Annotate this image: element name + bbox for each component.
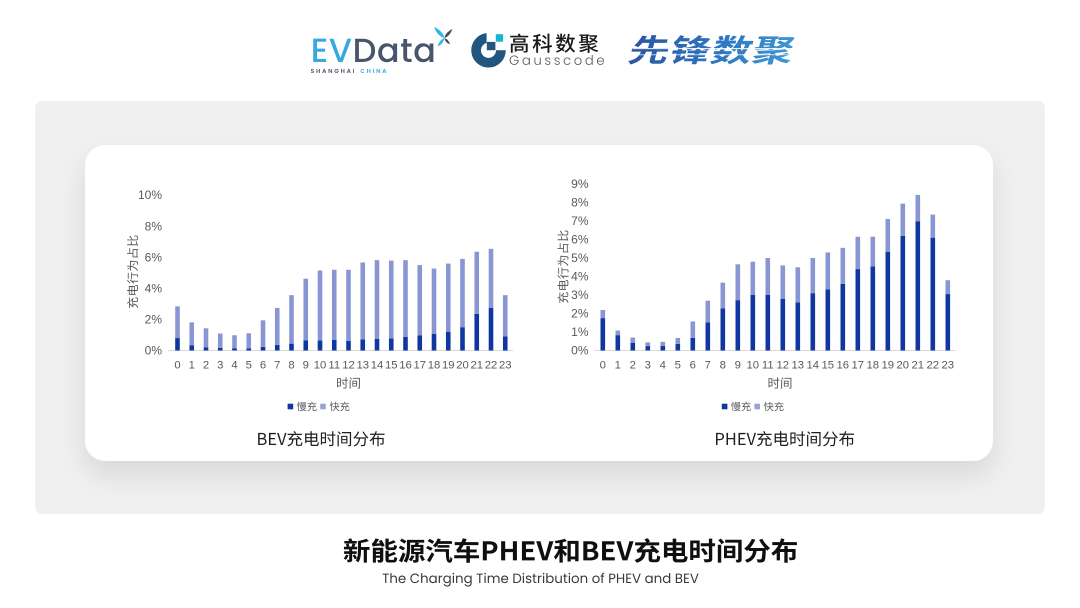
svg-text:19: 19 <box>882 360 895 372</box>
svg-text:6: 6 <box>690 360 696 372</box>
svg-text:1: 1 <box>615 360 621 372</box>
svg-text:4%: 4% <box>145 282 163 296</box>
svg-text:2: 2 <box>630 360 636 372</box>
svg-text:18: 18 <box>428 360 441 372</box>
svg-text:8: 8 <box>288 360 294 372</box>
svg-text:3: 3 <box>645 360 651 372</box>
svg-text:13: 13 <box>792 360 805 372</box>
svg-text:5: 5 <box>675 360 681 372</box>
svg-text:18: 18 <box>867 360 880 372</box>
svg-text:8%: 8% <box>145 219 163 233</box>
svg-text:12: 12 <box>342 360 355 372</box>
svg-text:4%: 4% <box>571 270 589 284</box>
svg-text:7%: 7% <box>571 214 589 228</box>
svg-text:17: 17 <box>852 360 865 372</box>
svg-text:10: 10 <box>314 360 327 372</box>
svg-text:9%: 9% <box>571 177 589 191</box>
svg-text:22: 22 <box>485 360 498 372</box>
svg-text:9: 9 <box>735 360 741 372</box>
svg-text:11: 11 <box>328 360 340 372</box>
svg-text:2: 2 <box>203 360 209 372</box>
svg-text:14: 14 <box>371 360 384 372</box>
svg-text:23: 23 <box>942 360 955 372</box>
svg-text:17: 17 <box>413 360 426 372</box>
svg-text:12: 12 <box>777 360 790 372</box>
svg-text:10: 10 <box>747 360 760 372</box>
svg-text:5%: 5% <box>571 251 589 265</box>
svg-text:16: 16 <box>837 360 850 372</box>
svg-text:0%: 0% <box>145 344 163 358</box>
svg-text:6%: 6% <box>145 250 163 264</box>
svg-text:19: 19 <box>442 360 455 372</box>
svg-text:11: 11 <box>762 360 774 372</box>
svg-text:7: 7 <box>705 360 711 372</box>
svg-text:4: 4 <box>660 360 666 372</box>
svg-text:10%: 10% <box>138 188 162 202</box>
svg-text:0%: 0% <box>571 344 589 358</box>
svg-text:13: 13 <box>356 360 369 372</box>
svg-text:2%: 2% <box>571 307 589 321</box>
svg-text:6: 6 <box>260 360 266 372</box>
svg-text:8%: 8% <box>571 196 589 210</box>
svg-text:22: 22 <box>927 360 940 372</box>
svg-text:15: 15 <box>385 360 398 372</box>
svg-text:4: 4 <box>231 360 237 372</box>
svg-text:0: 0 <box>600 360 606 372</box>
svg-text:14: 14 <box>807 360 820 372</box>
svg-text:3%: 3% <box>571 288 589 302</box>
svg-text:21: 21 <box>912 360 925 372</box>
svg-text:1%: 1% <box>571 325 589 339</box>
svg-text:23: 23 <box>499 360 512 372</box>
svg-text:20: 20 <box>897 360 910 372</box>
svg-text:6%: 6% <box>571 233 589 247</box>
svg-text:8: 8 <box>720 360 726 372</box>
svg-text:20: 20 <box>456 360 469 372</box>
svg-text:21: 21 <box>470 360 483 372</box>
svg-text:2%: 2% <box>145 313 163 327</box>
svg-text:9: 9 <box>303 360 309 372</box>
svg-text:5: 5 <box>246 360 252 372</box>
svg-text:16: 16 <box>399 360 412 372</box>
svg-text:7: 7 <box>274 360 280 372</box>
svg-text:0: 0 <box>174 360 180 372</box>
svg-text:3: 3 <box>217 360 223 372</box>
svg-text:15: 15 <box>822 360 835 372</box>
svg-text:1: 1 <box>189 360 195 372</box>
